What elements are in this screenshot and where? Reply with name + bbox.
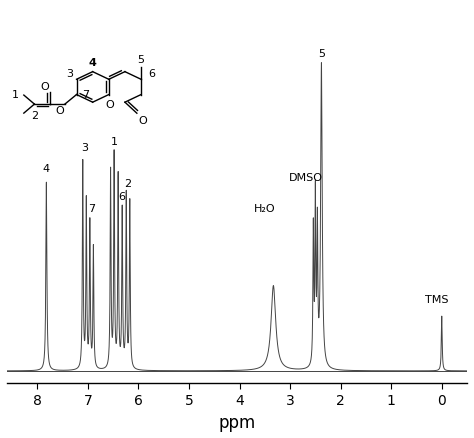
Text: 5: 5 [318,49,325,59]
Text: H₂O: H₂O [254,203,275,213]
Text: 1: 1 [110,137,118,147]
Text: 6: 6 [118,191,126,201]
Text: 3: 3 [81,143,88,152]
Text: 7: 7 [88,203,95,213]
X-axis label: ppm: ppm [219,413,255,431]
Text: TMS: TMS [425,294,448,304]
Text: 4: 4 [43,164,50,174]
Text: 2: 2 [124,179,131,189]
Text: DMSO: DMSO [289,173,323,183]
